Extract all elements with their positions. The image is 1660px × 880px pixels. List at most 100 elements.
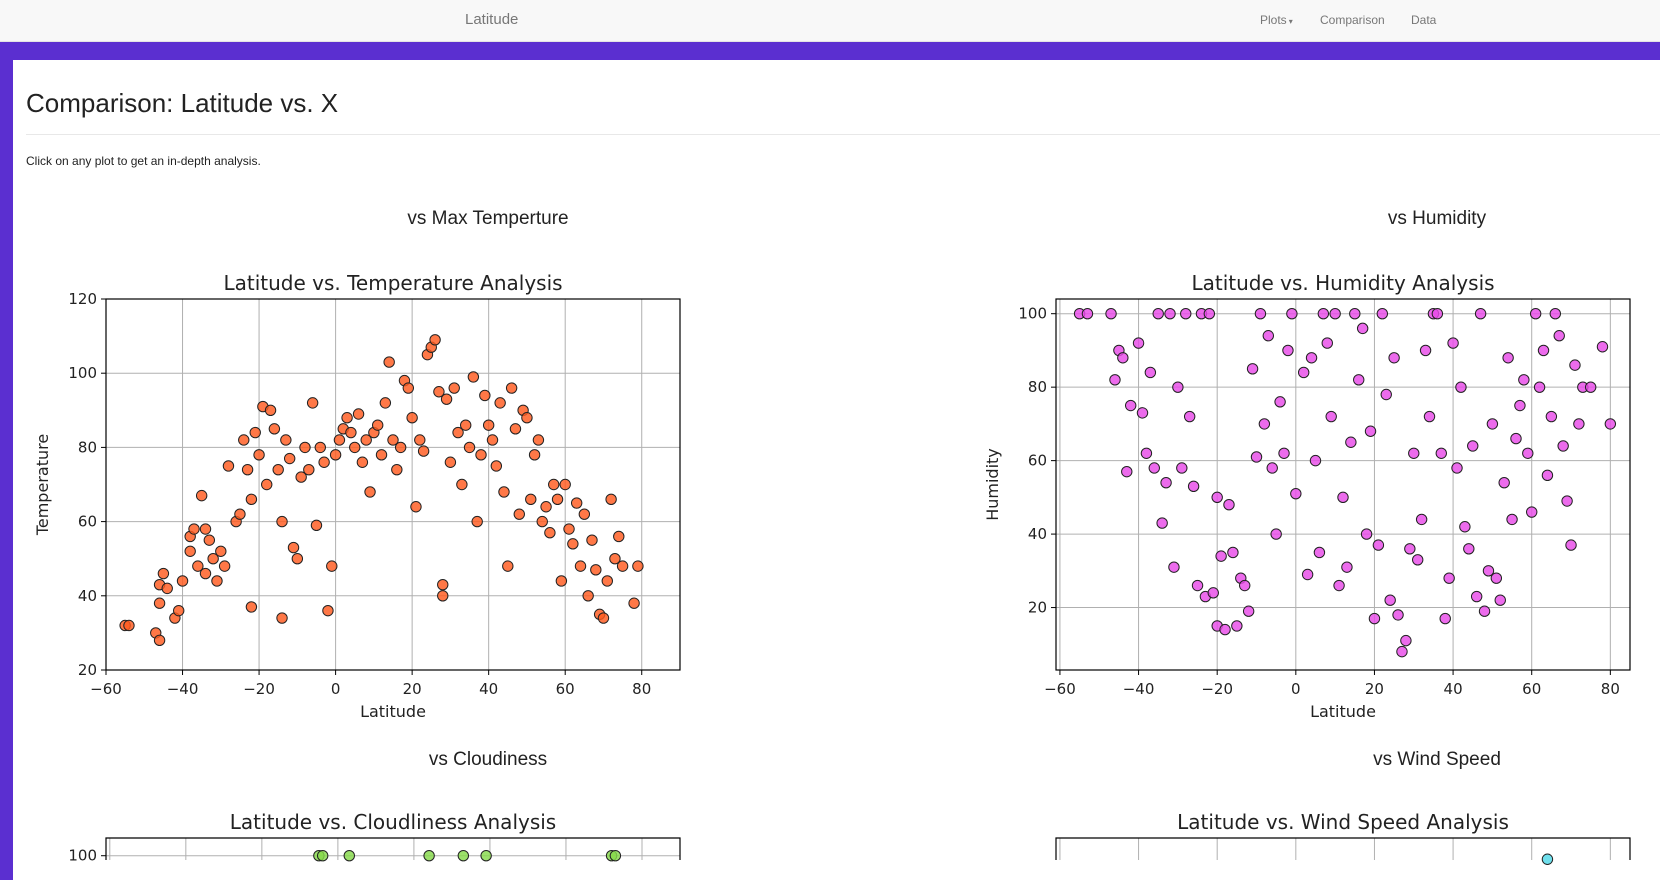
data-point bbox=[379, 397, 392, 409]
data-point bbox=[249, 426, 261, 439]
data-point bbox=[1313, 546, 1326, 559]
chart-humidity[interactable]: Latitude vs. Humidity Analysis −60 −40 −20 0… bbox=[983, 271, 1631, 721]
chart-cloudiness[interactable]: Latitude vs. Cloudliness Analysis 100 bbox=[68, 810, 681, 865]
data-point bbox=[1309, 454, 1322, 467]
data-point bbox=[480, 850, 492, 862]
data-point bbox=[578, 508, 591, 520]
x-tick-label: 0 bbox=[331, 680, 341, 698]
data-point bbox=[394, 441, 407, 454]
y-tick-label: 40 bbox=[1028, 525, 1047, 543]
data-point bbox=[448, 382, 460, 394]
x-tick-label: 20 bbox=[403, 680, 422, 698]
data-point bbox=[1522, 447, 1534, 459]
data-point bbox=[153, 634, 166, 647]
data-point bbox=[1132, 337, 1145, 349]
data-point bbox=[1191, 579, 1204, 592]
navbar: Latitude Plots ▾ Comparison Data bbox=[0, 0, 1660, 42]
data-point bbox=[306, 397, 319, 409]
data-point bbox=[1081, 307, 1094, 320]
data-point bbox=[188, 523, 200, 535]
data-point bbox=[326, 560, 338, 572]
data-point bbox=[1262, 330, 1275, 342]
section-heading-max-temp: vs Max Temperture bbox=[407, 208, 569, 229]
data-point bbox=[1203, 307, 1216, 320]
data-point bbox=[1270, 528, 1282, 540]
x-tick-label: −20 bbox=[1201, 680, 1233, 698]
title-divider bbox=[26, 134, 1660, 135]
section-heading-cloudiness: vs Cloudiness bbox=[428, 749, 548, 770]
data-point bbox=[1258, 418, 1271, 430]
data-point bbox=[1160, 476, 1172, 489]
data-point bbox=[1274, 396, 1286, 408]
data-point bbox=[345, 426, 357, 439]
data-point bbox=[586, 534, 598, 546]
data-point bbox=[1455, 381, 1467, 393]
data-point bbox=[525, 493, 537, 506]
data-point bbox=[349, 441, 361, 454]
nav-data-link[interactable]: Data bbox=[1411, 13, 1437, 27]
data-point bbox=[364, 486, 376, 498]
data-point bbox=[352, 408, 365, 420]
data-point bbox=[1549, 307, 1562, 320]
data-point bbox=[1561, 495, 1573, 507]
data-point bbox=[1286, 307, 1298, 320]
data-point bbox=[371, 419, 384, 431]
data-point bbox=[1502, 352, 1514, 364]
data-point bbox=[280, 434, 292, 446]
navbar-brand[interactable]: Latitude bbox=[465, 11, 519, 28]
data-point bbox=[1573, 418, 1585, 430]
data-point bbox=[406, 412, 418, 424]
nav-plots-dropdown[interactable]: Plots ▾ bbox=[1260, 13, 1293, 27]
y-tick-label: 20 bbox=[78, 661, 97, 679]
data-point bbox=[234, 508, 246, 520]
data-point bbox=[1380, 388, 1392, 401]
x-tick-label: 40 bbox=[1444, 680, 1463, 698]
data-point bbox=[509, 423, 522, 435]
data-point bbox=[1211, 491, 1223, 504]
data-point bbox=[218, 560, 231, 572]
data-point bbox=[1478, 605, 1491, 617]
data-point bbox=[1349, 307, 1361, 320]
data-point bbox=[628, 597, 640, 609]
y-tick-label: 60 bbox=[78, 513, 97, 531]
y-axis-label: Humidity bbox=[983, 448, 1002, 521]
data-point bbox=[184, 545, 196, 557]
data-point bbox=[207, 553, 219, 565]
data-point bbox=[1242, 605, 1255, 617]
data-point bbox=[498, 486, 510, 498]
data-point bbox=[1337, 491, 1349, 504]
data-point bbox=[1223, 499, 1235, 511]
data-point bbox=[1317, 307, 1330, 320]
section-heading-humidity: vs Humidity bbox=[1387, 208, 1487, 229]
data-point bbox=[1176, 462, 1188, 474]
data-point bbox=[1345, 436, 1357, 448]
nav-comparison-link[interactable]: Comparison bbox=[1320, 13, 1385, 27]
data-point bbox=[437, 590, 449, 602]
data-point bbox=[417, 445, 430, 457]
data-point bbox=[1490, 572, 1503, 584]
data-point bbox=[1404, 543, 1416, 555]
data-point bbox=[1368, 612, 1381, 625]
chart-temperature[interactable]: Latitude vs. Temperature Analysis −60 −40 −… bbox=[33, 271, 681, 721]
data-point bbox=[1408, 447, 1420, 459]
y-tick-label: 100 bbox=[68, 847, 97, 865]
data-point bbox=[414, 434, 426, 446]
y-tick-label: 100 bbox=[1018, 305, 1047, 323]
chart-wind-speed[interactable]: Latitude vs. Wind Speed Analysis bbox=[1055, 810, 1631, 865]
y-tick-label: 20 bbox=[1028, 599, 1047, 617]
data-point bbox=[551, 493, 564, 506]
data-point bbox=[1482, 565, 1495, 577]
data-point bbox=[1321, 337, 1333, 349]
data-point bbox=[1494, 594, 1506, 606]
data-point bbox=[402, 382, 415, 394]
data-point bbox=[123, 619, 135, 632]
data-point bbox=[532, 434, 545, 446]
data-point bbox=[1384, 594, 1396, 606]
data-point bbox=[1557, 440, 1569, 452]
x-tick-label: −20 bbox=[243, 680, 275, 698]
data-point bbox=[1506, 513, 1518, 526]
data-point bbox=[211, 575, 223, 587]
data-point bbox=[1400, 634, 1412, 647]
data-point bbox=[1187, 480, 1200, 493]
